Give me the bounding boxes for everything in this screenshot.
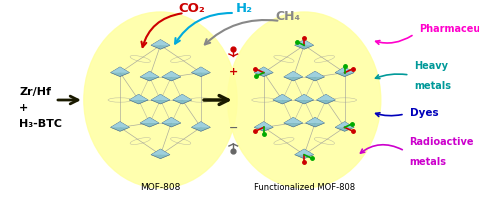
Polygon shape bbox=[151, 40, 170, 45]
Polygon shape bbox=[335, 67, 354, 73]
Polygon shape bbox=[140, 117, 159, 127]
Polygon shape bbox=[317, 94, 335, 100]
Polygon shape bbox=[254, 67, 273, 77]
Polygon shape bbox=[295, 94, 314, 100]
Text: Functionalized MOF-808: Functionalized MOF-808 bbox=[253, 183, 355, 192]
Text: Pharmaceuticals: Pharmaceuticals bbox=[419, 24, 479, 34]
Polygon shape bbox=[284, 71, 303, 77]
Polygon shape bbox=[140, 117, 159, 123]
Polygon shape bbox=[306, 71, 325, 77]
Polygon shape bbox=[111, 122, 129, 131]
Text: Zr/Hf: Zr/Hf bbox=[19, 87, 51, 97]
Text: +: + bbox=[228, 67, 238, 77]
Polygon shape bbox=[273, 94, 292, 100]
Polygon shape bbox=[192, 67, 210, 77]
Polygon shape bbox=[151, 94, 170, 100]
Text: metals: metals bbox=[410, 157, 446, 167]
Text: metals: metals bbox=[414, 81, 451, 91]
Polygon shape bbox=[140, 71, 159, 81]
Polygon shape bbox=[111, 67, 129, 73]
Polygon shape bbox=[162, 117, 181, 127]
Text: H₂: H₂ bbox=[236, 2, 253, 16]
Polygon shape bbox=[284, 71, 303, 81]
Polygon shape bbox=[306, 117, 325, 127]
Polygon shape bbox=[295, 40, 314, 49]
Polygon shape bbox=[192, 122, 210, 127]
Ellipse shape bbox=[228, 12, 381, 188]
Polygon shape bbox=[335, 122, 354, 127]
Text: Heavy: Heavy bbox=[414, 61, 448, 71]
Polygon shape bbox=[173, 94, 192, 100]
Ellipse shape bbox=[84, 12, 237, 188]
Polygon shape bbox=[295, 94, 314, 104]
Polygon shape bbox=[173, 94, 192, 104]
Text: MOF-808: MOF-808 bbox=[140, 183, 181, 192]
Polygon shape bbox=[192, 67, 210, 73]
Polygon shape bbox=[273, 94, 292, 104]
Polygon shape bbox=[317, 94, 335, 104]
Polygon shape bbox=[151, 149, 170, 155]
Polygon shape bbox=[162, 71, 181, 77]
Polygon shape bbox=[129, 94, 148, 104]
Text: Radioactive: Radioactive bbox=[410, 137, 474, 147]
Polygon shape bbox=[295, 149, 314, 159]
Polygon shape bbox=[295, 149, 314, 155]
Polygon shape bbox=[151, 149, 170, 159]
Polygon shape bbox=[111, 67, 129, 77]
Polygon shape bbox=[306, 117, 325, 123]
Text: +: + bbox=[19, 103, 28, 113]
Polygon shape bbox=[129, 94, 148, 100]
Polygon shape bbox=[192, 122, 210, 131]
Text: −: − bbox=[228, 123, 238, 133]
Polygon shape bbox=[306, 71, 325, 81]
Text: Dyes: Dyes bbox=[410, 108, 438, 118]
Polygon shape bbox=[111, 122, 129, 127]
Polygon shape bbox=[254, 122, 273, 127]
Polygon shape bbox=[162, 117, 181, 123]
Polygon shape bbox=[284, 117, 303, 123]
Text: CO₂: CO₂ bbox=[178, 2, 205, 16]
Polygon shape bbox=[254, 122, 273, 131]
Polygon shape bbox=[162, 71, 181, 81]
Polygon shape bbox=[284, 117, 303, 127]
Polygon shape bbox=[151, 40, 170, 49]
Polygon shape bbox=[151, 94, 170, 104]
Polygon shape bbox=[140, 71, 159, 77]
Text: CH₄: CH₄ bbox=[275, 10, 300, 23]
Polygon shape bbox=[335, 122, 354, 131]
Polygon shape bbox=[335, 67, 354, 77]
Text: H₃-BTC: H₃-BTC bbox=[19, 119, 62, 129]
Polygon shape bbox=[295, 40, 314, 45]
Polygon shape bbox=[254, 67, 273, 73]
